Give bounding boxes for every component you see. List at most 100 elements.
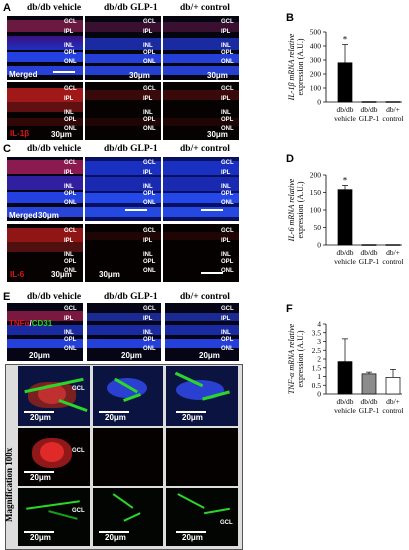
y-axis-label: IL-6 mRNA relative <box>287 178 296 242</box>
y-tick-label: 0 <box>317 241 321 250</box>
panel-label-a: A <box>3 2 11 14</box>
scale-bar <box>99 411 129 413</box>
zoom-merged-control: 20μm <box>166 366 238 426</box>
x-tick-label: GLP-1 <box>359 257 380 266</box>
col-title-vehicle-e: db/db vehicle <box>27 292 82 302</box>
scale-label: 20μm <box>30 533 51 542</box>
col-title-control-c: db/+ control <box>180 144 230 154</box>
micrograph-e-tnfa-control: 20μm <box>165 303 239 361</box>
layer-labels: GCL IPL INL OPL ONL <box>221 86 234 132</box>
scale-label: 20μm <box>182 413 203 422</box>
x-tick-label: vehicle <box>334 257 356 266</box>
x-tick-label: db/+ <box>386 105 400 114</box>
layer-labels: GCL IPL INL OPL ONL <box>221 19 234 65</box>
significance-marker: * <box>343 35 348 45</box>
layer-labels: GCL IPL INL OPL ONL <box>221 228 234 274</box>
layer-labels: GCL IPL INL OPL ONL <box>64 19 77 65</box>
y-tick-label: 2.5 <box>312 346 322 355</box>
y-axis-label: IL-1β mRNA relative <box>287 33 296 101</box>
micrograph-a-il1b-glp1 <box>85 82 161 140</box>
x-tick-label: vehicle <box>334 406 356 415</box>
micrograph-e-tnfa-glp1: 20μm <box>87 303 161 361</box>
col-title-glp1-e: db/db GLP-1 <box>104 292 158 302</box>
scale-label: 30μm <box>51 270 72 279</box>
y-axis-label: TNF-α mRNA relative <box>287 323 296 394</box>
x-tick-label: GLP-1 <box>359 406 380 415</box>
col-title-vehicle-a: db/db vehicle <box>27 3 82 13</box>
micrograph-c-il6-control <box>163 224 239 282</box>
y-tick-label: 1.5 <box>312 363 322 372</box>
micrograph-c-il6-glp1: 30μm <box>85 224 161 282</box>
gcl-label: GCL <box>72 448 85 454</box>
zoom-merged-vehicle: GCL 20μm <box>18 366 90 426</box>
y-tick-label: 4 <box>317 320 321 329</box>
y-axis-label: expression (A.U.) <box>296 181 305 238</box>
panel-label-e: E <box>3 291 11 303</box>
y-tick-label: 0 <box>317 98 321 107</box>
significance-marker: * <box>343 176 348 186</box>
panel-label-d: D <box>286 153 294 165</box>
micrograph-c-merged-glp1 <box>85 157 161 221</box>
y-tick-label: 300 <box>310 56 322 65</box>
micrograph-a-il1b-vehicle: IL-1β 30μm <box>7 82 83 140</box>
x-tick-label: db/db <box>336 248 353 257</box>
x-tick-label: db/db <box>360 397 377 406</box>
micrograph-c-merged-control <box>163 157 239 221</box>
y-tick-label: 0.5 <box>312 381 322 390</box>
chart-tnfa: TNF-α mRNA relative expression (A.U.) 00.5… <box>287 320 404 416</box>
panel-label-b: B <box>286 12 294 24</box>
micrograph-a-il1b-control: 30μm <box>163 82 239 140</box>
col-title-glp1-c: db/db GLP-1 <box>104 144 158 154</box>
col-title-glp1-a: db/db GLP-1 <box>104 3 158 13</box>
scale-bar <box>24 411 54 413</box>
layer-labels: GCL IPL INL OPL ONL <box>143 160 156 206</box>
y-tick-label: 50 <box>314 223 322 232</box>
scale-bar <box>176 411 206 413</box>
col-title-control-e: db/+ control <box>180 292 230 302</box>
y-tick-label: 3.5 <box>312 328 322 337</box>
y-tick-label: 150 <box>310 188 322 197</box>
zoom-green-control: GCL 20μm <box>166 488 238 546</box>
scale-bar <box>99 531 129 533</box>
scale-label: 20μm <box>121 351 142 360</box>
y-tick-label: 200 <box>310 70 322 79</box>
micrograph-a-merged-glp1: 30μm <box>85 16 161 80</box>
col-title-vehicle-c: db/db vehicle <box>27 144 82 154</box>
micrograph-a-merged-control: 30μm <box>163 16 239 80</box>
scale-bar <box>24 531 54 533</box>
scale-bar <box>201 272 223 274</box>
scale-label: 30μm <box>38 211 59 220</box>
tnfa-cd31-label: TNFα/CD31 <box>9 319 53 328</box>
gcl-label: GCL <box>72 508 85 514</box>
x-tick-label: control <box>382 114 403 123</box>
layer-labels: GCL IPL INL OPL ONL <box>143 228 156 274</box>
layer-labels: GCL IPL INL OPL ONL <box>64 228 77 274</box>
y-tick-label: 500 <box>310 28 322 37</box>
y-axis-label: expression (A.U.) <box>296 38 305 95</box>
scale-bar <box>53 71 75 73</box>
zoom-green-glp1: 20μm <box>93 488 163 546</box>
magnification-label: Magnification 100x <box>4 447 14 522</box>
x-tick-label: db/db <box>336 397 353 406</box>
micrograph-a-merged-vehicle: Merged <box>7 16 83 80</box>
zoom-merged-glp1: 20μm <box>93 366 163 426</box>
scale-label: 30μm <box>51 130 72 139</box>
scale-label: 20μm <box>30 413 51 422</box>
layer-labels: GCL IPL INL OPL ONL <box>143 86 156 132</box>
scale-label: 20μm <box>30 473 51 482</box>
x-tick-label: control <box>382 406 403 415</box>
layer-labels: GCL IPL INL OPL ONL <box>143 19 156 65</box>
y-tick-label: 2 <box>317 355 321 364</box>
scale-bar <box>125 209 147 211</box>
y-tick-label: 400 <box>310 42 322 51</box>
y-tick-label: 200 <box>310 171 322 180</box>
scale-label: 20μm <box>182 533 203 542</box>
panel-label-c: C <box>3 143 11 155</box>
bar <box>361 101 377 103</box>
layer-labels: GCL IPL INL OPL ONL <box>143 306 156 352</box>
il1b-label: IL-1β <box>10 129 30 138</box>
x-tick-label: GLP-1 <box>359 114 380 123</box>
x-tick-label: db/db <box>336 105 353 114</box>
bar <box>385 377 401 395</box>
chart-il6: IL-6 mRNA relative expression (A.U.) 0 50 10… <box>287 171 404 267</box>
